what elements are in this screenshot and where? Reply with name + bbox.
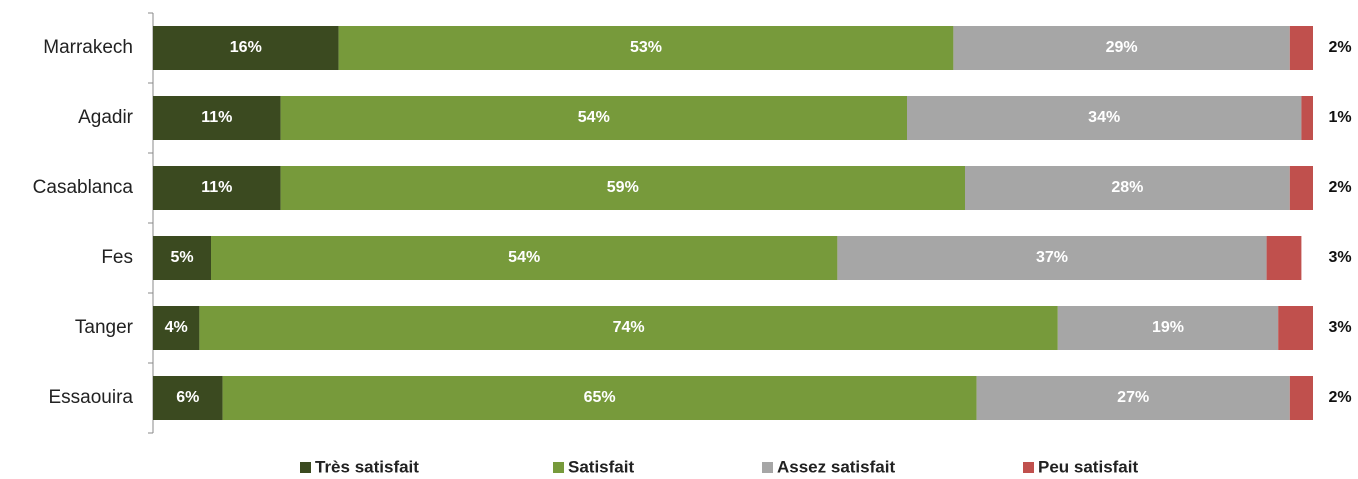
bar-segment — [965, 166, 1290, 210]
bar-segment — [199, 306, 1058, 350]
bar-segment — [153, 306, 200, 350]
data-label: 3% — [1328, 249, 1351, 266]
data-label: 19% — [1152, 319, 1184, 336]
bar-segment — [211, 236, 838, 280]
bar-segment — [280, 166, 966, 210]
bar-segment — [1289, 376, 1313, 420]
legend-swatch — [300, 462, 311, 473]
data-label: 4% — [165, 319, 188, 336]
bar-segment — [338, 26, 954, 70]
category-label: Fes — [101, 247, 133, 268]
data-label: 5% — [170, 249, 193, 266]
bar-segment — [153, 236, 211, 280]
bar-segment — [1057, 306, 1279, 350]
legend-label: Peu satisfait — [1038, 457, 1138, 476]
bar-segment — [153, 376, 223, 420]
category-label: Marrakech — [43, 37, 133, 58]
data-label: 16% — [230, 39, 262, 56]
legend-label: Satisfait — [568, 457, 634, 476]
category-label: Casablanca — [33, 177, 134, 198]
bar-segment — [1289, 166, 1313, 210]
data-label: 6% — [176, 389, 199, 406]
data-label: 34% — [1088, 109, 1120, 126]
category-label: Essaouira — [49, 387, 134, 408]
legend-swatch — [553, 462, 564, 473]
data-label: 74% — [613, 319, 645, 336]
data-label: 54% — [578, 109, 610, 126]
data-label: 1% — [1328, 109, 1351, 126]
data-label: 53% — [630, 39, 662, 56]
bar-segment — [1301, 96, 1313, 140]
bar-segment — [153, 96, 281, 140]
data-label: 65% — [584, 389, 616, 406]
bar-segment — [976, 376, 1290, 420]
data-label: 2% — [1328, 39, 1351, 56]
bar-segment — [222, 376, 977, 420]
legend-label: Très satisfait — [315, 457, 419, 476]
bar-segment — [1266, 236, 1302, 280]
data-label: 2% — [1328, 179, 1351, 196]
bar-segment — [153, 26, 339, 70]
legend-label: Assez satisfait — [777, 457, 895, 476]
bar-segment — [953, 26, 1290, 70]
data-label: 2% — [1328, 389, 1351, 406]
data-label: 11% — [201, 109, 232, 126]
legend-swatch — [762, 462, 773, 473]
legend-swatch — [1023, 462, 1034, 473]
bar-segment — [280, 96, 908, 140]
data-label: 59% — [607, 179, 639, 196]
data-label: 11% — [201, 179, 232, 196]
category-label: Tanger — [75, 317, 134, 338]
bar-segment — [1289, 26, 1313, 70]
data-label: 27% — [1117, 389, 1149, 406]
bar-segment — [907, 96, 1302, 140]
bar-segment — [837, 236, 1267, 280]
bar-segment — [153, 166, 281, 210]
data-label: 3% — [1328, 319, 1351, 336]
data-label: 29% — [1106, 39, 1138, 56]
data-label: 37% — [1036, 249, 1068, 266]
bar-segment — [1278, 306, 1313, 350]
data-label: 28% — [1111, 179, 1143, 196]
data-label: 54% — [508, 249, 540, 266]
category-label: Agadir — [78, 107, 134, 128]
